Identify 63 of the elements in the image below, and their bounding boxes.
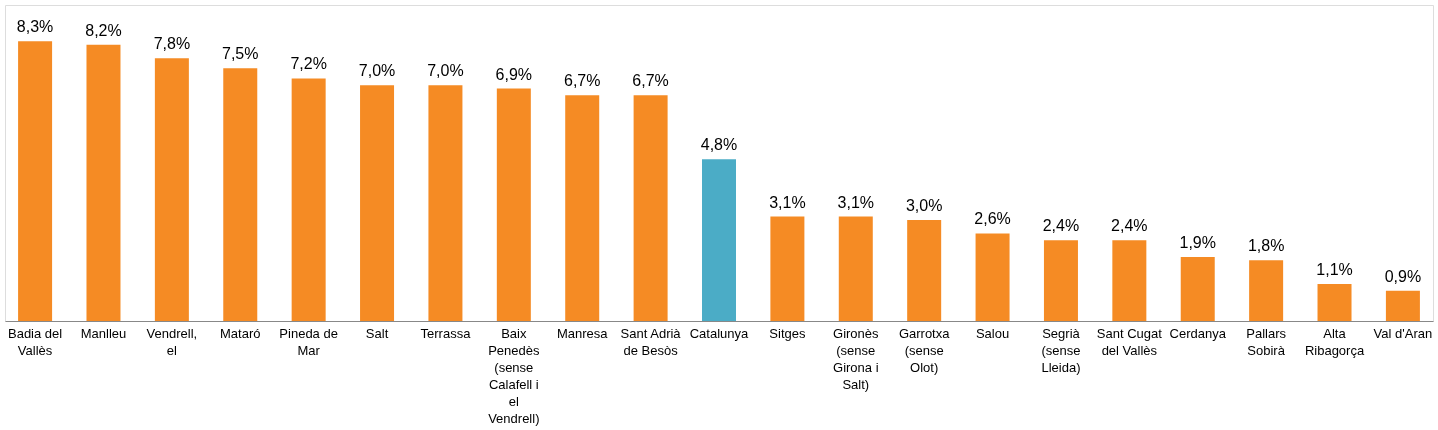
data-label: 8,3% [16,18,54,36]
x-tick-label: Manlleu [80,325,127,341]
data-label: 1,1% [1316,260,1353,278]
data-label: 3,1% [769,193,806,211]
bar [291,78,326,321]
bar [907,219,942,321]
bar [565,95,600,321]
bar [1043,240,1078,321]
bar [702,159,736,321]
data-label: 7,0% [427,62,464,80]
bar [770,216,805,321]
bar [1180,256,1215,321]
data-label: 6,9% [495,65,533,83]
data-label: 3,1% [837,193,875,211]
x-tick-label: Catalunya [689,325,750,341]
data-label: 2,4% [1111,217,1148,235]
bar [496,88,531,321]
x-tick-label: Vendrell, el [146,325,198,358]
bar [633,95,668,321]
x-tick-label: Baix Penedès (sense Calafell i el Vendrell) [488,325,540,426]
bar [18,41,53,321]
data-label: 7,2% [290,55,327,73]
x-tick-label: Gironès (sense Girona i Salt) [833,325,880,392]
bar [86,44,121,321]
x-tick-label: Mataró [220,325,261,341]
bar [838,216,873,321]
bar [154,58,189,321]
data-label: 7,8% [153,35,191,53]
data-label: 3,0% [905,196,943,214]
bar [223,68,258,321]
bar [975,233,1010,321]
x-tick-label: Cerdanya [1169,325,1227,341]
data-label: 2,4% [1042,217,1080,235]
bar [428,85,463,321]
data-label: 6,7% [632,72,669,90]
data-label: 8,2% [85,21,122,39]
data-label: 6,7% [563,72,601,90]
bar [1385,290,1420,321]
x-tick-label: Alta Ribagorça [1304,325,1365,358]
x-tick-label: Terrassa [420,325,472,341]
x-tick-label: Badia del Vallès [7,325,63,358]
bar [360,85,395,321]
x-tick-label: Segrià (sense Lleida) [1041,325,1081,375]
bar [1317,283,1352,321]
x-tick-label: Sant Cugat del Vallès [1096,325,1163,358]
data-label: 1,9% [1179,233,1216,251]
x-tick-label: Garrotxa (sense Olot) [898,325,951,375]
data-label: 2,6% [974,210,1011,228]
data-label: 7,0% [358,62,396,80]
x-tick-label: Pallars Sobirà [1246,325,1287,358]
x-tick-label: Salou [975,325,1010,341]
data-label: 4,8% [700,136,738,154]
x-tick-label: Val d'Aran [1373,325,1433,341]
x-tick-label: Sitges [769,325,806,341]
data-label: 0,9% [1384,267,1422,285]
x-tick-label: Sant Adrià de Besòs [620,325,682,358]
bar [1249,260,1284,321]
x-tick-label: Salt [365,325,389,341]
x-tick-label: Manresa [556,325,609,341]
data-label: 1,8% [1247,237,1285,255]
bar [1112,240,1147,321]
data-label: 7,5% [222,45,259,63]
x-tick-label: Pineda de Mar [279,325,338,358]
